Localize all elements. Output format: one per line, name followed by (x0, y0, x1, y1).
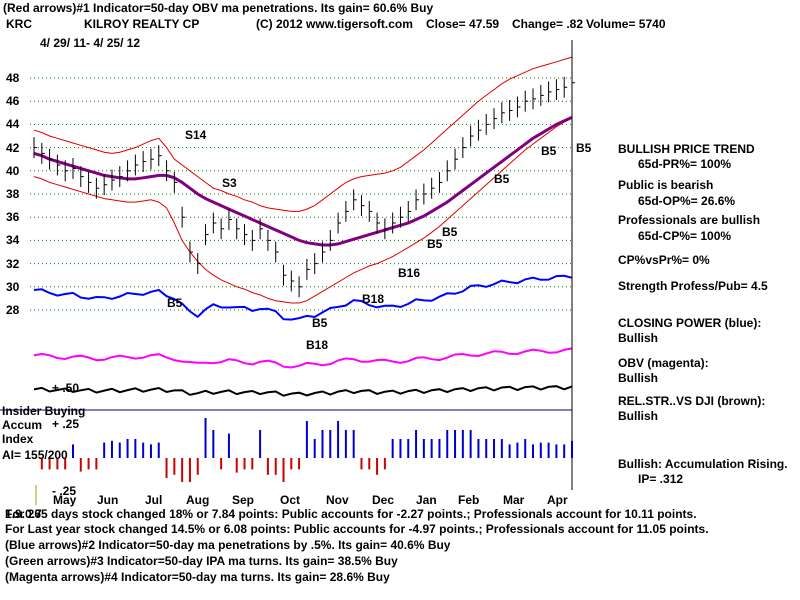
footer-line1: For 265 days stock changed 18% or 7.84 p… (5, 507, 697, 521)
signal-label: S3 (222, 176, 237, 190)
signal-label: B5 (494, 172, 510, 186)
date-range: 4/ 29/ 11- 4/ 25/ 12 (40, 36, 141, 50)
footer-overlap: 1.9.0.7 (5, 507, 42, 521)
y-tick-label: 30 (6, 279, 20, 294)
footer-line5: (Magenta arrows)#4 Indicator=50-day ma t… (5, 570, 390, 584)
header-line1: (Red arrows)#1 Indicator=50-day OBV ma p… (3, 1, 434, 15)
volume-value: Volume= 5740 (586, 17, 666, 31)
strength-value: Strength Profess/Pub= 4.5 (618, 279, 768, 293)
y-tick-label: 28 (6, 303, 20, 317)
relstr-label: REL.STR..VS DJI (brown): (618, 394, 766, 408)
signal-label: S14 (185, 128, 207, 142)
signal-label: B18 (362, 292, 385, 306)
closing-power-label: CLOSING POWER (blue): (618, 316, 762, 330)
footer-line3: (Blue arrows)#2 Indicator=50-day ma pene… (5, 538, 451, 552)
cp-value: 65d-CP%= 100% (638, 229, 732, 243)
signal-label: B5 (576, 141, 592, 155)
obv-line (33, 347, 573, 369)
accum-label: Accum (2, 418, 43, 432)
month-label: Mar (503, 493, 525, 507)
y-tick-label: 46 (6, 94, 20, 109)
index-label: Index (2, 432, 34, 446)
ticker: KRC (6, 17, 32, 31)
signal-label: B5 (427, 237, 443, 251)
insider-buying-label: Insider Buying (2, 404, 86, 418)
month-label: Dec (372, 493, 395, 507)
ma50-line (33, 116, 573, 247)
company-name: KILROY REALTY CP (84, 17, 200, 31)
month-label: Jan (416, 493, 437, 507)
signal-label: B5 (541, 144, 557, 158)
y-tick-label: 48 (6, 71, 20, 85)
pr-value: 65d-PR%= 100% (638, 157, 732, 171)
obv-label: OBV (magenta): (618, 356, 709, 370)
month-label: Aug (186, 493, 210, 507)
relstr-status: Bullish (618, 409, 659, 423)
month-label: Jul (145, 493, 163, 507)
month-label: Nov (326, 493, 349, 507)
month-label: Apr (547, 493, 568, 507)
signal-label: B18 (306, 338, 329, 352)
public-title: Public is bearish (618, 178, 714, 192)
y-tick-label: 44 (6, 117, 20, 132)
cpvspr-value: CP%vsPr%= 0% (618, 253, 710, 267)
footer-line2: For Last year stock changed 14.5% or 6.0… (5, 522, 709, 536)
signal-label: B5 (312, 316, 328, 330)
y-tick-label: 38 (6, 187, 20, 201)
y-tick-label: 40 (6, 163, 20, 178)
signal-label: B5 (442, 225, 458, 239)
signal-label: B5 (167, 296, 183, 310)
close-value: Close= 47.59 (426, 17, 500, 31)
closing-power-line (33, 274, 573, 321)
plus-50-label: + .50 (52, 381, 80, 395)
month-label: Oct (280, 493, 301, 507)
change-value: Change= .82 (512, 17, 584, 31)
footer-line4: (Green arrows)#3 Indicator=50-day IPA ma… (5, 554, 398, 568)
accum-status: Bullish: Accumulation Rising. (618, 457, 788, 471)
y-tick-label: 36 (6, 210, 20, 225)
minus-25-label: - .25 (52, 484, 77, 498)
obv-status: Bullish (618, 371, 659, 385)
lower-band-line (33, 116, 573, 304)
copyright: (C) 2012 www.tigersoft.com (256, 17, 413, 31)
trend-title: BULLISH PRICE TREND (618, 142, 755, 156)
closing-power-status: Bullish (618, 331, 659, 345)
plus-25-label: + .25 (52, 417, 80, 431)
upper-band-line (33, 56, 573, 212)
y-tick-label: 42 (6, 140, 20, 155)
ip-value: IP= .312 (638, 472, 684, 486)
month-label: Sep (232, 493, 255, 507)
y-tick-label: 32 (6, 256, 20, 271)
y-tick-label: 34 (6, 233, 20, 248)
month-label: Feb (458, 493, 480, 507)
op-value: 65d-OP%= 26.6% (638, 194, 736, 208)
signal-label: B16 (398, 266, 421, 280)
ai-value: AI= 155/200 (2, 448, 68, 462)
month-label: May (53, 493, 77, 507)
month-label: Jun (97, 493, 119, 507)
relstr-line (33, 385, 573, 397)
pro-title: Professionals are bullish (618, 213, 761, 227)
